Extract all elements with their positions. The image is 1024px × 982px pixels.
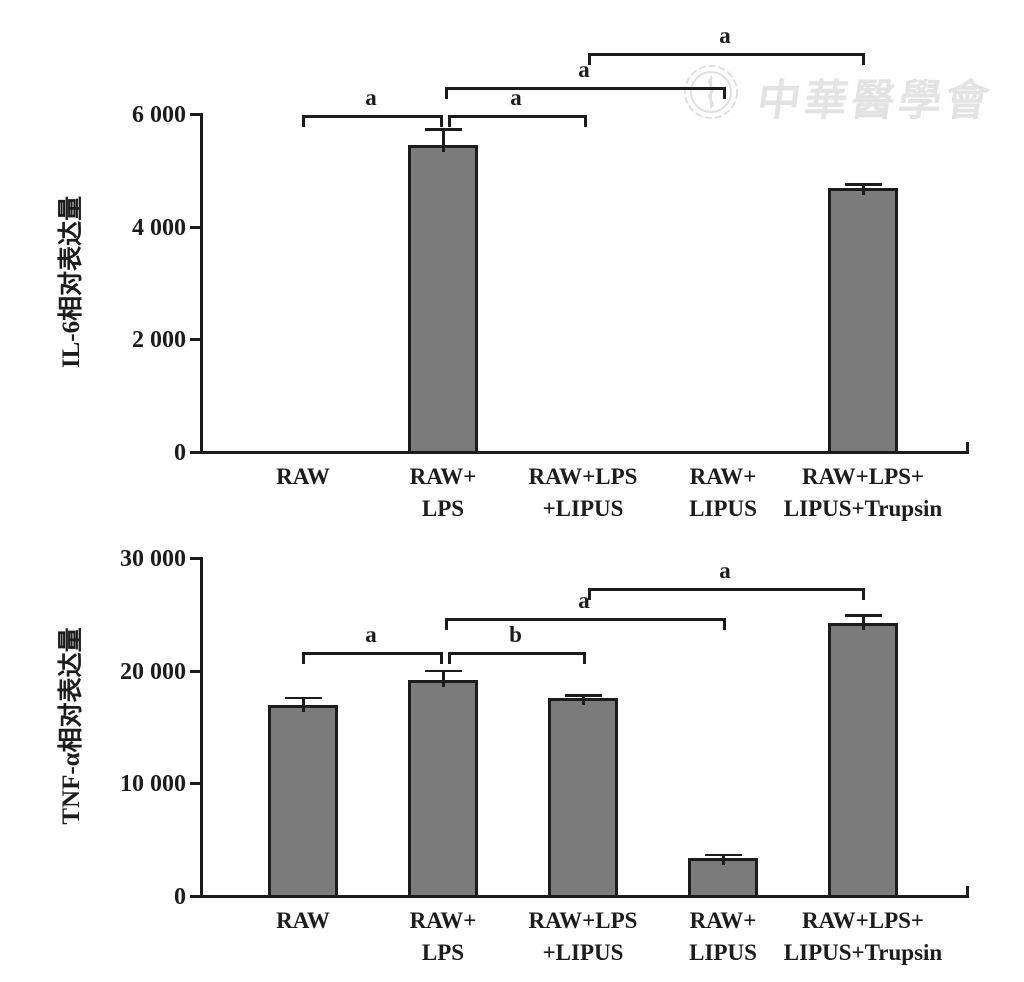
y-tick (190, 782, 200, 786)
y-axis (200, 557, 203, 898)
y-tick (190, 225, 200, 229)
significance-bracket-line (448, 115, 587, 118)
y-axis-title: IL-6相对表达量 (58, 195, 85, 369)
bar (408, 145, 478, 454)
x-category-label: RAW+ LIPUS (689, 908, 757, 965)
x-category-label: RAW+ LPS (409, 464, 477, 521)
significance-bracket-end (588, 53, 591, 65)
x-axis-end-tick (966, 442, 969, 454)
significance-bracket-end (862, 53, 865, 65)
error-bar-stem (442, 128, 445, 153)
significance-bracket-label: a (365, 85, 377, 110)
x-category-label: RAW+LPS +LIPUS (528, 908, 638, 965)
significance-bracket-label: a (719, 558, 731, 583)
error-bar-cap (425, 669, 462, 673)
error-bar-cap (705, 853, 742, 857)
significance-bracket-end (584, 115, 587, 127)
significance-bracket-label: a (578, 57, 590, 82)
significance-bracket-line (588, 588, 865, 591)
significance-bracket-end (588, 588, 591, 600)
error-bar-stem (862, 614, 865, 630)
y-tick (190, 895, 200, 898)
y-tick (190, 338, 200, 342)
significance-bracket-label: a (365, 622, 377, 647)
error-bar-stem (442, 669, 445, 687)
bar (828, 188, 898, 454)
significance-bracket-line (588, 53, 865, 56)
chinese-medical-association-seal-icon (684, 65, 738, 119)
y-tick-label: 10 000 (120, 771, 186, 798)
significance-bracket-label: a (719, 23, 731, 48)
significance-bracket-line (445, 618, 726, 621)
significance-bracket-line (302, 115, 443, 118)
significance-bracket-end (862, 588, 865, 600)
y-tick-label: 4 000 (132, 214, 186, 241)
y-tick (190, 451, 200, 454)
error-bar-stem (722, 853, 725, 865)
y-tick-label: 0 (174, 884, 186, 910)
significance-bracket-end (440, 652, 443, 664)
y-tick-label: 30 000 (120, 546, 186, 572)
y-tick (190, 557, 200, 560)
error-bar-cap (845, 614, 882, 617)
error-bar-cap (845, 183, 882, 186)
x-category-label: RAW+LPS +LIPUS (528, 464, 638, 521)
y-tick-label: 0 (174, 440, 186, 466)
significance-bracket-end (302, 115, 305, 127)
bar (828, 622, 898, 898)
y-tick-label: 20 000 (120, 658, 186, 685)
x-axis-end-tick (966, 886, 969, 898)
significance-bracket-end (440, 115, 443, 127)
x-category-label: RAW+LPS+ LIPUS+Trupsin (783, 908, 943, 965)
significance-bracket-label: a (578, 588, 590, 613)
bar (548, 698, 618, 898)
significance-bracket-end (448, 115, 451, 127)
bar (268, 704, 338, 898)
error-bar-stem (862, 183, 865, 196)
significance-bracket-end (723, 618, 726, 630)
significance-bracket-label: b (509, 622, 522, 647)
error-bar-stem (582, 694, 585, 706)
significance-bracket-line (448, 652, 586, 655)
significance-bracket-end (448, 652, 451, 664)
y-tick-label: 2 000 (132, 327, 186, 354)
significance-bracket-end (583, 652, 586, 664)
error-bar-cap (565, 694, 602, 697)
y-tick-label: 6 000 (132, 102, 186, 128)
x-category-label: RAW+ LIPUS (689, 464, 757, 521)
x-category-label: RAW+ LPS (409, 908, 477, 965)
y-tick (190, 669, 200, 673)
significance-bracket-end (445, 618, 448, 630)
y-tick (190, 113, 200, 116)
x-axis (200, 451, 969, 454)
x-category-label: RAW+LPS+ LIPUS+Trupsin (783, 464, 943, 521)
error-bar-stem (302, 696, 305, 712)
x-category-label: RAW (276, 908, 330, 933)
significance-bracket-end (302, 652, 305, 664)
significance-bracket-label: a (510, 85, 522, 110)
x-category-label: RAW (276, 464, 330, 489)
significance-bracket-line (445, 87, 726, 90)
significance-bracket-end (723, 87, 726, 99)
bar (408, 679, 478, 898)
significance-bracket-end (445, 87, 448, 99)
error-bar-cap (285, 696, 322, 700)
error-bar-cap (425, 128, 462, 131)
y-axis (200, 113, 203, 454)
y-axis-title: TNF-α相对表达量 (58, 627, 85, 825)
significance-bracket-line (302, 652, 443, 655)
watermark-text: 中華醫學會 (754, 78, 996, 125)
